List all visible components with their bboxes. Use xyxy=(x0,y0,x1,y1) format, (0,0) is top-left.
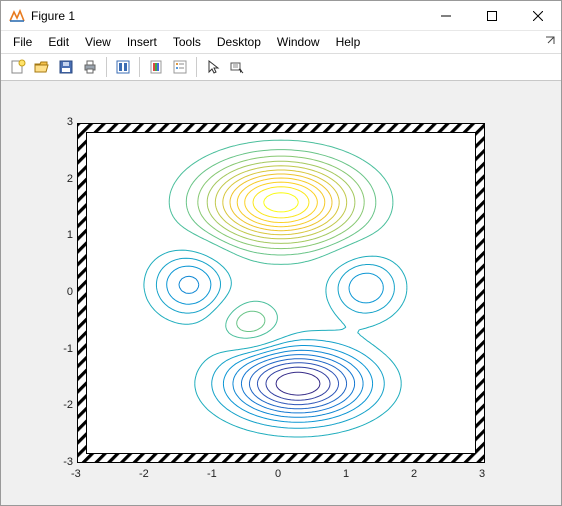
new-figure-button[interactable] xyxy=(7,56,29,78)
menu-view[interactable]: View xyxy=(77,33,119,51)
x-tick: 0 xyxy=(275,468,281,480)
toolbar-separator xyxy=(196,57,197,77)
menu-window[interactable]: Window xyxy=(269,33,328,51)
contour-plot xyxy=(77,123,485,463)
y-tick: 1 xyxy=(55,229,73,241)
pointer-button[interactable] xyxy=(202,56,224,78)
toolbar-separator xyxy=(106,57,107,77)
axes[interactable] xyxy=(77,123,485,463)
y-tick: 0 xyxy=(55,286,73,298)
x-tick: -1 xyxy=(207,468,217,480)
toolbar-separator xyxy=(139,57,140,77)
minimize-button[interactable] xyxy=(423,1,469,30)
insert-legend-button[interactable] xyxy=(169,56,191,78)
figure-canvas: -3 -2 -1 0 1 2 3 -3 -2 -1 0 1 2 3 xyxy=(1,81,561,505)
y-tick: 3 xyxy=(55,116,73,128)
menu-help[interactable]: Help xyxy=(328,33,369,51)
close-button[interactable] xyxy=(515,1,561,30)
window-controls xyxy=(423,1,561,30)
print-button[interactable] xyxy=(79,56,101,78)
x-tick: 1 xyxy=(343,468,349,480)
x-tick: -2 xyxy=(139,468,149,480)
menu-desktop[interactable]: Desktop xyxy=(209,33,269,51)
insert-colorbar-button[interactable] xyxy=(145,56,167,78)
y-tick: 2 xyxy=(55,173,73,185)
app-logo-icon xyxy=(9,8,25,24)
menu-insert[interactable]: Insert xyxy=(119,33,165,51)
window-title: Figure 1 xyxy=(31,9,75,23)
save-button[interactable] xyxy=(55,56,77,78)
menu-tools[interactable]: Tools xyxy=(165,33,209,51)
link-axes-button[interactable] xyxy=(112,56,134,78)
y-tick: -2 xyxy=(55,399,73,411)
y-tick: -1 xyxy=(55,343,73,355)
x-tick: 3 xyxy=(479,468,485,480)
menu-bar: File Edit View Insert Tools Desktop Wind… xyxy=(1,31,561,53)
axes-container: -3-2-10123 -3-2-10123 xyxy=(77,123,485,463)
x-tick: -3 xyxy=(71,468,81,480)
toolbar xyxy=(1,53,561,81)
menu-file[interactable]: File xyxy=(5,33,40,51)
x-tick: 2 xyxy=(411,468,417,480)
data-cursor-button[interactable] xyxy=(226,56,248,78)
menu-edit[interactable]: Edit xyxy=(40,33,77,51)
y-tick: -3 xyxy=(55,456,73,468)
menu-chevron-icon[interactable] xyxy=(545,34,555,48)
open-button[interactable] xyxy=(31,56,53,78)
title-bar: Figure 1 xyxy=(1,1,561,31)
maximize-button[interactable] xyxy=(469,1,515,30)
